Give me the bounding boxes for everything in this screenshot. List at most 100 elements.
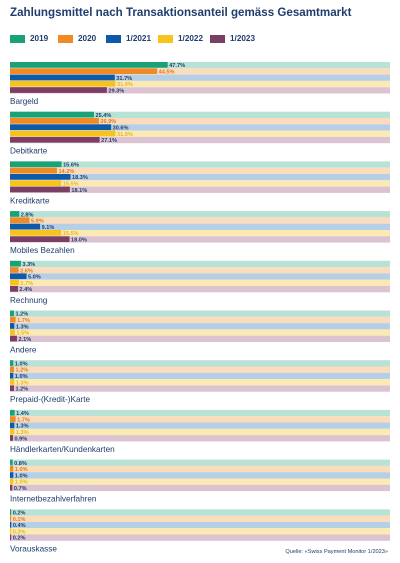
legend-swatch	[210, 34, 225, 43]
bar-track	[10, 111, 390, 118]
data-label: 18.3%	[72, 175, 88, 181]
data-label: 29.3%	[108, 88, 124, 94]
bar-vorauskasse-1-2023	[10, 534, 12, 541]
chart-title: Zahlungsmittel nach Transaktionsanteil g…	[10, 6, 352, 19]
data-label: 2.7%	[20, 281, 33, 287]
bar-kreditkarte-2019	[10, 161, 62, 168]
bar-internetbezahlverfahren-1-2023	[10, 484, 13, 491]
legend-label: 2020	[78, 34, 97, 43]
bar-händlerkarten-kundenkarten-2019	[10, 409, 15, 416]
bar-track	[10, 528, 390, 535]
data-label: 31.9%	[117, 82, 133, 88]
data-label: 1.5%	[16, 331, 29, 337]
data-label: 15.5%	[63, 231, 79, 237]
bar-händlerkarten-kundenkarten-1-2023	[10, 435, 13, 441]
bar-track	[10, 515, 390, 522]
bar-kreditkarte-1-2021	[10, 174, 71, 180]
bar-bargeld-1-2021	[10, 74, 115, 81]
bar-mobiles-bezahlen-1-2023	[10, 236, 70, 242]
data-label: 26.9%	[100, 119, 116, 125]
bar-rechnung-2020	[10, 267, 19, 273]
data-label: 1.2%	[15, 312, 28, 318]
bar-track	[10, 534, 390, 541]
legend-swatch	[158, 34, 173, 43]
category-label-andere: Andere	[10, 346, 37, 355]
data-label: 1.0%	[15, 374, 28, 380]
bar-track	[10, 329, 390, 336]
legend-swatch	[106, 34, 121, 43]
bar-rechnung-1-2023	[10, 286, 18, 292]
bar-track	[10, 435, 390, 442]
bar-mobiles-bezahlen-2020	[10, 217, 30, 224]
data-label: 0.3%	[13, 529, 26, 535]
legend-label: 2019	[30, 34, 49, 43]
category-label-rechnung: Rechnung	[10, 296, 48, 305]
bar-internetbezahlverfahren-2019	[10, 459, 13, 466]
bar-internetbezahlverfahren-1-2021	[10, 472, 14, 478]
bar-mobiles-bezahlen-1-2021	[10, 223, 41, 230]
bar-bargeld-2019	[10, 62, 168, 68]
bar-track	[10, 260, 390, 268]
bar-andere-2020	[10, 316, 16, 323]
data-label: 0.1%	[13, 517, 26, 523]
legend-swatch	[58, 34, 73, 43]
bar-track	[10, 236, 390, 243]
bar-vorauskasse-1-2022	[10, 528, 12, 534]
data-label: 3.3%	[22, 262, 35, 268]
bar-track	[10, 379, 390, 386]
bar-debitkarte-2019	[10, 111, 94, 118]
bar-track	[10, 124, 390, 131]
bar-track	[10, 167, 390, 174]
data-label: 5.0%	[28, 275, 41, 281]
bar-track	[10, 465, 390, 473]
bar-prepaid-kredit-karte-2020	[10, 366, 14, 373]
legend-swatch	[10, 34, 25, 43]
data-label: 0.8%	[14, 461, 27, 467]
data-label: 1.0%	[15, 473, 28, 479]
bar-track	[10, 186, 390, 193]
data-label: 25.4%	[95, 113, 111, 119]
bar-track	[10, 180, 390, 187]
bar-andere-1-2023	[10, 335, 17, 342]
bar-internetbezahlverfahren-1-2022	[10, 478, 14, 485]
bar-bargeld-2020	[10, 68, 158, 74]
legend-item-1-2021: 1/2021	[106, 34, 151, 43]
category-label-vorauskasse: Vorauskasse	[10, 544, 57, 553]
legend-item-1-2023: 1/2023	[210, 34, 255, 43]
bar-track	[10, 161, 390, 168]
bar-track	[10, 323, 390, 330]
bar-track	[10, 416, 390, 423]
category-label-kreditkarte: Kreditkarte	[10, 196, 50, 205]
bar-track	[10, 118, 390, 125]
legend-item-2020: 2020	[58, 34, 96, 43]
bar-track	[10, 428, 390, 436]
bar-track	[10, 521, 390, 529]
category-label-bargeld: Bargeld	[10, 97, 39, 106]
bar-track	[10, 211, 390, 218]
bar-rechnung-2019	[10, 260, 21, 267]
bar-track	[10, 279, 390, 286]
category-label-mobiles-bezahlen: Mobiles Bezahlen	[10, 246, 75, 255]
bar-mobiles-bezahlen-1-2022	[10, 230, 62, 236]
bar-andere-1-2022	[10, 329, 15, 336]
bar-track	[10, 422, 390, 429]
bar-andere-1-2021	[10, 323, 15, 329]
category-label-debitkarte: Debitkarte	[10, 147, 48, 156]
bar-andere-2019	[10, 310, 14, 317]
data-label: 44.5%	[159, 70, 175, 76]
data-label: 2.6%	[20, 268, 33, 274]
bar-track	[10, 459, 390, 466]
data-label: 18.0%	[71, 238, 87, 244]
data-label: 14.2%	[58, 169, 74, 175]
data-label: 27.1%	[101, 138, 117, 144]
data-label: 2.1%	[18, 337, 31, 343]
bar-track	[10, 509, 390, 516]
bar-prepaid-kredit-karte-1-2022	[10, 379, 15, 385]
bar-debitkarte-1-2022	[10, 130, 116, 137]
bar-track	[10, 230, 390, 237]
bar-internetbezahlverfahren-2020	[10, 465, 14, 472]
data-label: 1.3%	[16, 324, 29, 330]
category-label-händlerkarten-kundenkarten: Händlerkarten/Kundenkarten	[10, 445, 115, 454]
bar-track	[10, 360, 390, 367]
